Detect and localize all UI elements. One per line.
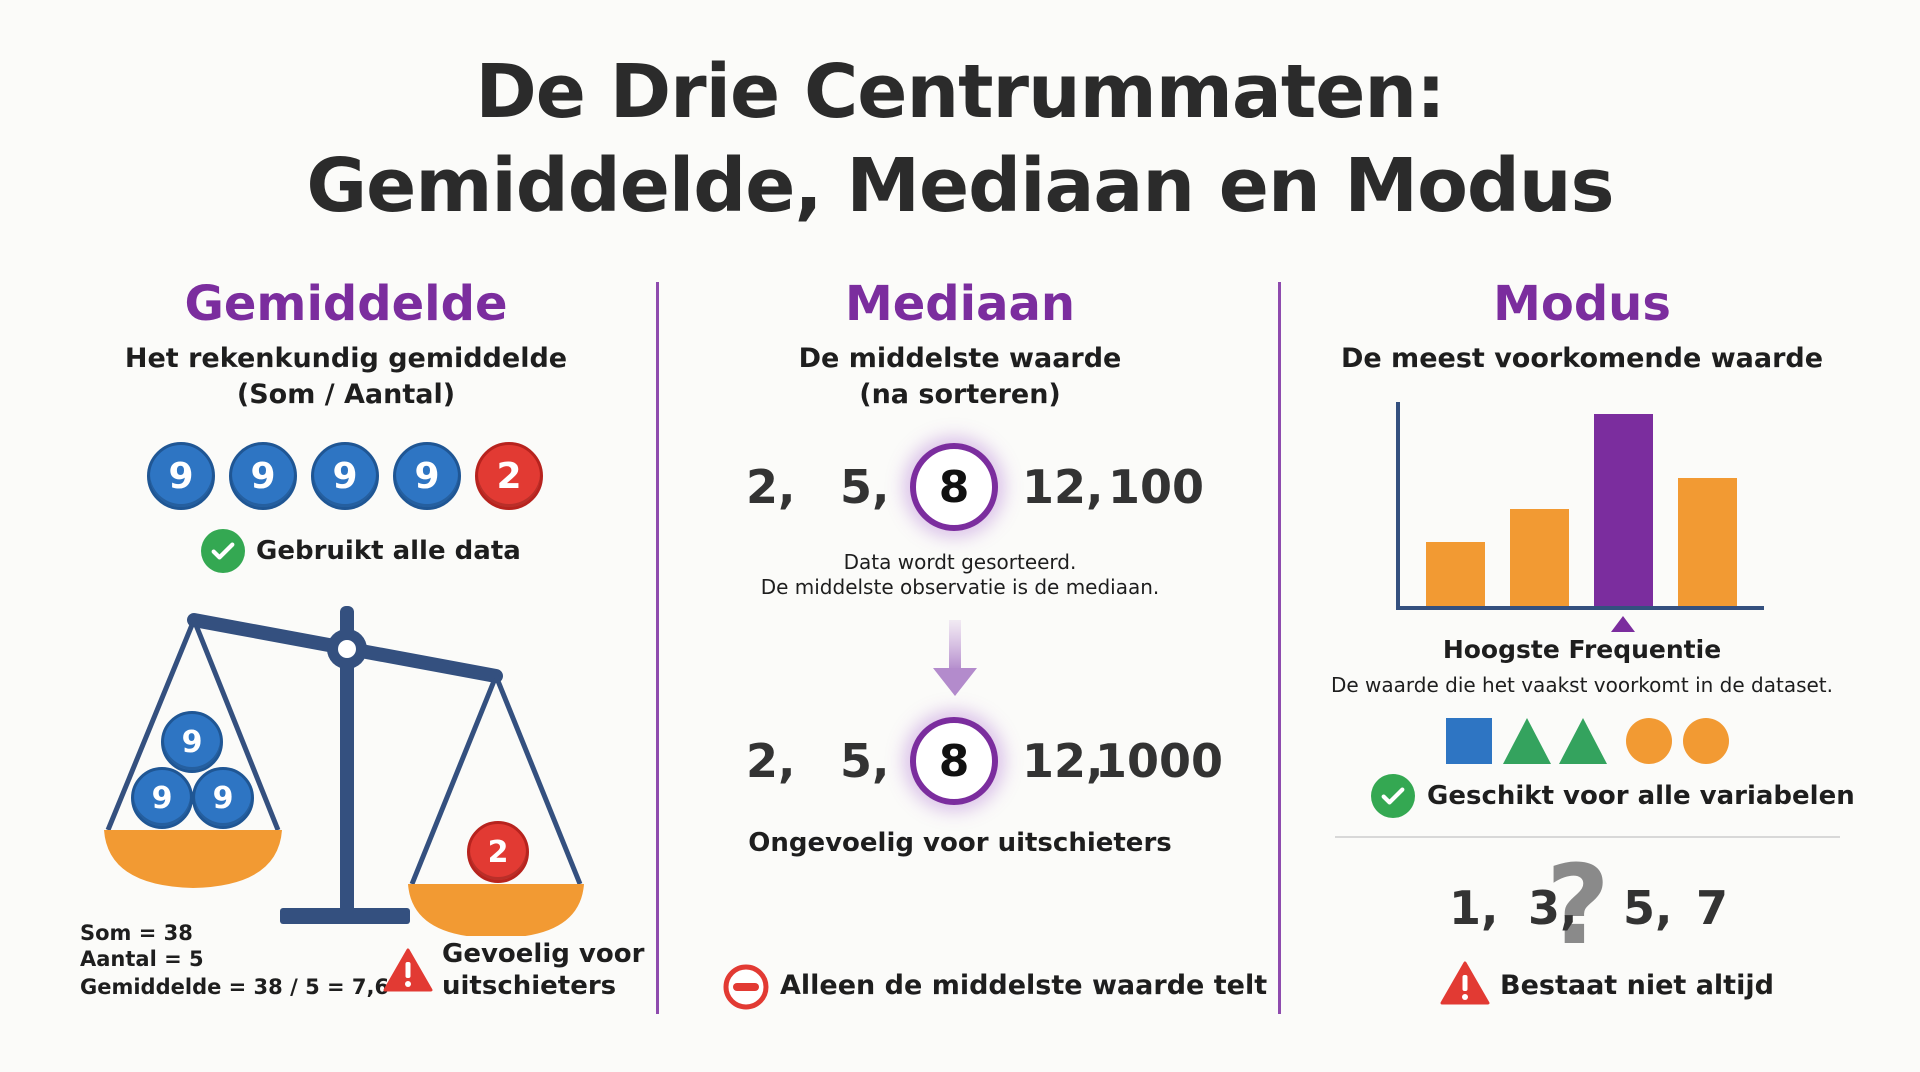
scale-ball-left: 9 [131, 767, 193, 829]
triangle-shape-icon [1559, 718, 1607, 764]
warning-icon [1440, 961, 1490, 1005]
circle-shape-icon [1626, 718, 1672, 764]
value: 5, [840, 460, 890, 514]
subtitle-mediaan-1: De middelste waarde [798, 343, 1122, 374]
triangle-shape-icon [1503, 718, 1551, 764]
value: 100 [1108, 460, 1205, 514]
value: 12, [1022, 734, 1104, 788]
data-ball: 9 [311, 442, 379, 510]
page-title-line2: Gemiddelde, Mediaan en Modus [306, 143, 1614, 229]
y-axis [1396, 402, 1400, 610]
balance-scale-icon [104, 606, 584, 936]
value: 1, [1449, 881, 1499, 935]
calc-som: Som = 38 [80, 921, 193, 945]
subtitle-modus: De meest voorkomende waarde [1340, 343, 1824, 374]
value: 12, [1022, 460, 1104, 514]
column-divider-right [1278, 282, 1281, 1014]
insensitive-label: Ongevoelig voor uitschieters [748, 828, 1172, 858]
subtitle-gemiddelde-1: Het rekenkundig gemiddelde [124, 343, 568, 374]
subtitle-mediaan-2: (na sorteren) [859, 379, 1061, 410]
outlier-ball: 2 [475, 442, 543, 510]
square-shape-icon [1446, 718, 1492, 764]
median-highlight: 8 [910, 717, 998, 805]
value: 5, [840, 734, 890, 788]
value: 2, [746, 734, 796, 788]
median-highlight: 8 [910, 443, 998, 531]
data-ball: 9 [229, 442, 297, 510]
mode-pointer-icon [1611, 616, 1635, 632]
section-separator [1335, 836, 1840, 838]
uses-all-data-label: Gebruikt alle data [256, 536, 521, 566]
warning-label-2: uitschieters [442, 971, 617, 1001]
calc-gemiddelde: Gemiddelde = 38 / 5 = 7,6 [80, 975, 390, 999]
data-ball: 9 [147, 442, 215, 510]
only-middle-label: Alleen de middelste waarde telt [780, 970, 1268, 1001]
value: 5, [1623, 881, 1673, 935]
warning-icon [383, 948, 433, 992]
check-icon [201, 529, 245, 573]
x-axis [1396, 606, 1764, 610]
heading-gemiddelde: Gemiddelde [184, 276, 508, 332]
bar [1510, 509, 1569, 606]
calc-aantal: Aantal = 5 [80, 947, 204, 971]
no-entry-icon [723, 964, 769, 1010]
circle-shape-icon [1683, 718, 1729, 764]
warning-label-1: Gevoelig voor [442, 939, 645, 969]
arrow-down-icon [933, 620, 977, 696]
scale-ball-right: 2 [467, 821, 529, 883]
suitable-label: Geschikt voor alle variabelen [1427, 781, 1855, 811]
scale-ball-left: 9 [161, 711, 223, 773]
subtitle-gemiddelde-2: (Som / Aantal) [236, 379, 456, 410]
data-ball: 9 [393, 442, 461, 510]
value: 3, [1528, 881, 1578, 935]
heading-mediaan: Mediaan [844, 276, 1076, 332]
bar [1678, 478, 1737, 606]
not-always-label: Bestaat niet altijd [1500, 970, 1774, 1001]
value: 7 [1696, 881, 1729, 935]
bar [1426, 542, 1485, 606]
scale-ball-left: 9 [192, 767, 254, 829]
check-icon [1371, 774, 1415, 818]
mode-bar [1594, 414, 1653, 606]
explain-line-1: Data wordt gesorteerd. [843, 550, 1077, 574]
heading-modus: Modus [1493, 276, 1671, 332]
column-divider-left [656, 282, 659, 1014]
value: 1000 [1095, 734, 1224, 788]
value: 2, [746, 460, 796, 514]
explain-line-2: De middelste observatie is de mediaan. [760, 575, 1160, 599]
page-title-line1: De Drie Centrummaten: [475, 49, 1445, 135]
chart-caption: De waarde die het vaakst voorkomt in de … [1330, 673, 1834, 697]
question-mark-icon: ? [1546, 841, 1610, 969]
highest-frequency-label: Hoogste Frequentie [1442, 635, 1722, 664]
